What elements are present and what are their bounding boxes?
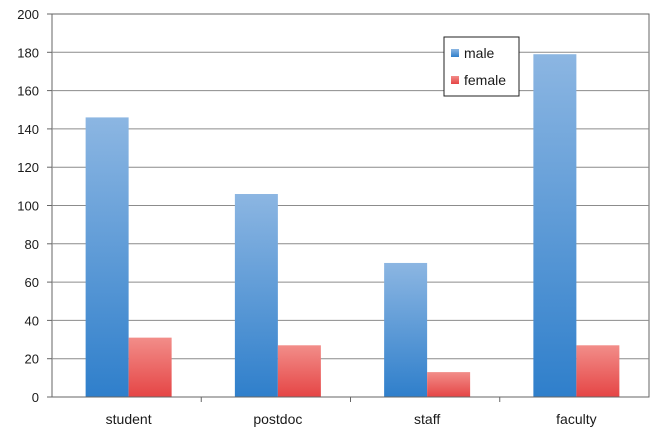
legend-label-female: female [464,72,506,88]
y-tick-label: 180 [17,45,39,60]
bar-female-student [128,337,172,397]
y-tick-label: 0 [32,390,39,405]
bar-male-staff [384,262,428,397]
bar-male-postdoc [234,194,278,397]
y-tick-label: 200 [17,7,39,22]
y-tick-label: 80 [25,237,39,252]
y-axis-ticks: 0 20 40 60 80 100 120 140 160 180 200 [17,7,52,405]
x-category-label: postdoc [253,411,302,427]
y-tick-label: 20 [25,352,39,367]
x-axis: student postdoc staff faculty [52,396,649,427]
bar-female-staff [427,372,471,397]
bar-female-faculty [576,345,620,397]
y-tick-label: 120 [17,160,39,175]
legend-box [443,36,520,97]
y-tick-label: 100 [17,199,39,214]
legend-label-male: male [464,45,495,61]
x-category-label: faculty [556,411,596,427]
bar-male-student [85,117,129,397]
bars [85,54,620,398]
bar-male-faculty [533,54,577,398]
legend: male female [443,36,520,97]
x-category-label: staff [414,411,440,427]
y-tick-label: 60 [25,275,39,290]
legend-swatch-male [451,49,459,57]
legend-swatch-female [451,76,459,84]
y-tick-label: 40 [25,313,39,328]
y-tick-label: 160 [17,84,39,99]
bar-female-postdoc [277,345,321,397]
y-tick-label: 140 [17,122,39,137]
x-category-label: student [106,411,152,427]
